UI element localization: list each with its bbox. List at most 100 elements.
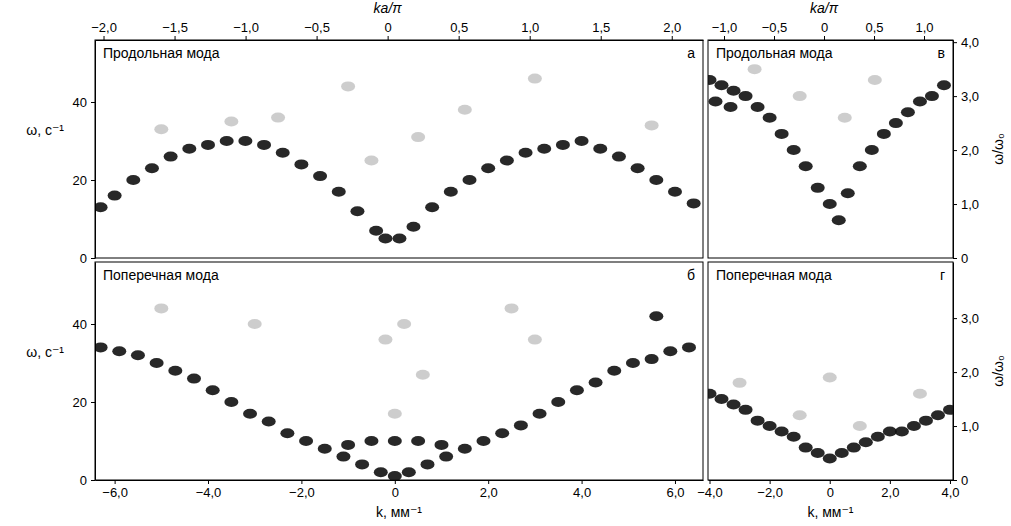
point [150, 358, 164, 368]
tick: 6,0 [666, 480, 684, 500]
tick: 1,0 [953, 197, 979, 212]
tick-label: 20 [73, 395, 87, 410]
tick-label: −1,0 [233, 20, 259, 35]
point [663, 346, 677, 356]
point [299, 436, 313, 446]
point [763, 421, 777, 431]
point [154, 303, 168, 313]
tick-label: 1,0 [521, 20, 539, 35]
point [727, 86, 741, 96]
point [248, 319, 262, 329]
tick-label: 20 [73, 173, 87, 188]
point [841, 188, 855, 198]
point [799, 443, 813, 453]
point [519, 148, 533, 158]
point [528, 335, 542, 345]
tick: 2,0 [480, 480, 498, 500]
point [913, 389, 927, 399]
y-axis-title: ω, с⁻¹ [26, 344, 64, 360]
point [262, 417, 276, 427]
tick-mark [953, 42, 957, 43]
point [868, 75, 882, 85]
point [201, 140, 215, 150]
x-axis: −6,0−4,0−2,002,04,06,0 [96, 480, 704, 500]
point [551, 397, 565, 407]
point [458, 444, 472, 454]
top-axis-title: ka/π [374, 0, 403, 16]
point [943, 405, 953, 415]
tick: 0 [385, 20, 392, 40]
point [374, 467, 388, 477]
tick-mark [710, 480, 711, 484]
point [528, 74, 542, 84]
y-axis: 02040 [73, 41, 96, 266]
tick-mark [175, 36, 176, 40]
panel-letter-background [684, 266, 698, 284]
tick: −0,5 [304, 20, 330, 40]
tick-mark [459, 36, 460, 40]
tick: 0 [953, 251, 968, 266]
tick-mark [953, 150, 957, 151]
tick: 4,0 [953, 35, 979, 50]
tick: 20 [73, 173, 95, 188]
point [439, 452, 453, 462]
top-axis-title: ka/π [810, 0, 839, 16]
point [397, 319, 411, 329]
point [859, 437, 873, 447]
tick-label: 0 [392, 485, 399, 500]
point [112, 346, 126, 356]
point [649, 311, 663, 321]
tick-label: 4,0 [573, 485, 591, 500]
panel-letter-group: а [684, 44, 698, 62]
y-axis-title: ω, с⁻¹ [26, 122, 64, 138]
plot-frame [708, 40, 953, 258]
tick-mark [104, 36, 105, 40]
tick-label: 0,5 [450, 20, 468, 35]
panel-title-group: Поперечная мода [100, 266, 222, 284]
top-axis: −2,0−1,5−1,0−0,500,51,01,52,0 [91, 20, 703, 41]
point [823, 453, 837, 463]
tick-mark [317, 36, 318, 40]
point [570, 385, 584, 395]
point [537, 144, 551, 154]
point [724, 102, 738, 112]
tick: −0,5 [762, 20, 788, 40]
tick-mark [890, 480, 891, 484]
tick-label: −6,0 [102, 485, 128, 500]
point [739, 91, 753, 101]
tick-mark [91, 180, 95, 181]
marks [708, 64, 951, 225]
series [154, 303, 542, 418]
point [913, 97, 927, 107]
tick: 4,0 [573, 480, 591, 500]
tick: 3,0 [953, 89, 979, 104]
point [206, 385, 220, 395]
panel-letter-group: г [937, 266, 948, 284]
tick-label: 3,0 [961, 311, 979, 326]
tick: 0 [827, 480, 834, 500]
panel: −6,0−4,0−2,002,04,06,0k, мм⁻¹02040ω, с⁻¹… [26, 262, 703, 520]
point [224, 117, 238, 127]
plot-frame [95, 262, 703, 480]
series [733, 372, 927, 431]
point [369, 226, 383, 236]
tick: 2,0 [953, 365, 979, 380]
point [505, 303, 519, 313]
point [458, 105, 472, 115]
tick-mark [395, 480, 396, 484]
point [533, 409, 547, 419]
point [514, 420, 528, 430]
tick: 0 [80, 251, 95, 266]
axis-line [95, 41, 96, 259]
panel-title-background [713, 44, 836, 62]
y2-axis-title: ω/ω₀ [990, 355, 1006, 387]
tick-mark [246, 36, 247, 40]
panel-letter-background [935, 44, 948, 62]
y2-axis-title: ω/ω₀ [990, 133, 1006, 165]
tick: 1,0 [915, 20, 933, 40]
point [411, 132, 425, 142]
point [607, 366, 621, 376]
point [220, 136, 234, 146]
tick-label: −4,0 [196, 485, 222, 500]
point [589, 378, 603, 388]
